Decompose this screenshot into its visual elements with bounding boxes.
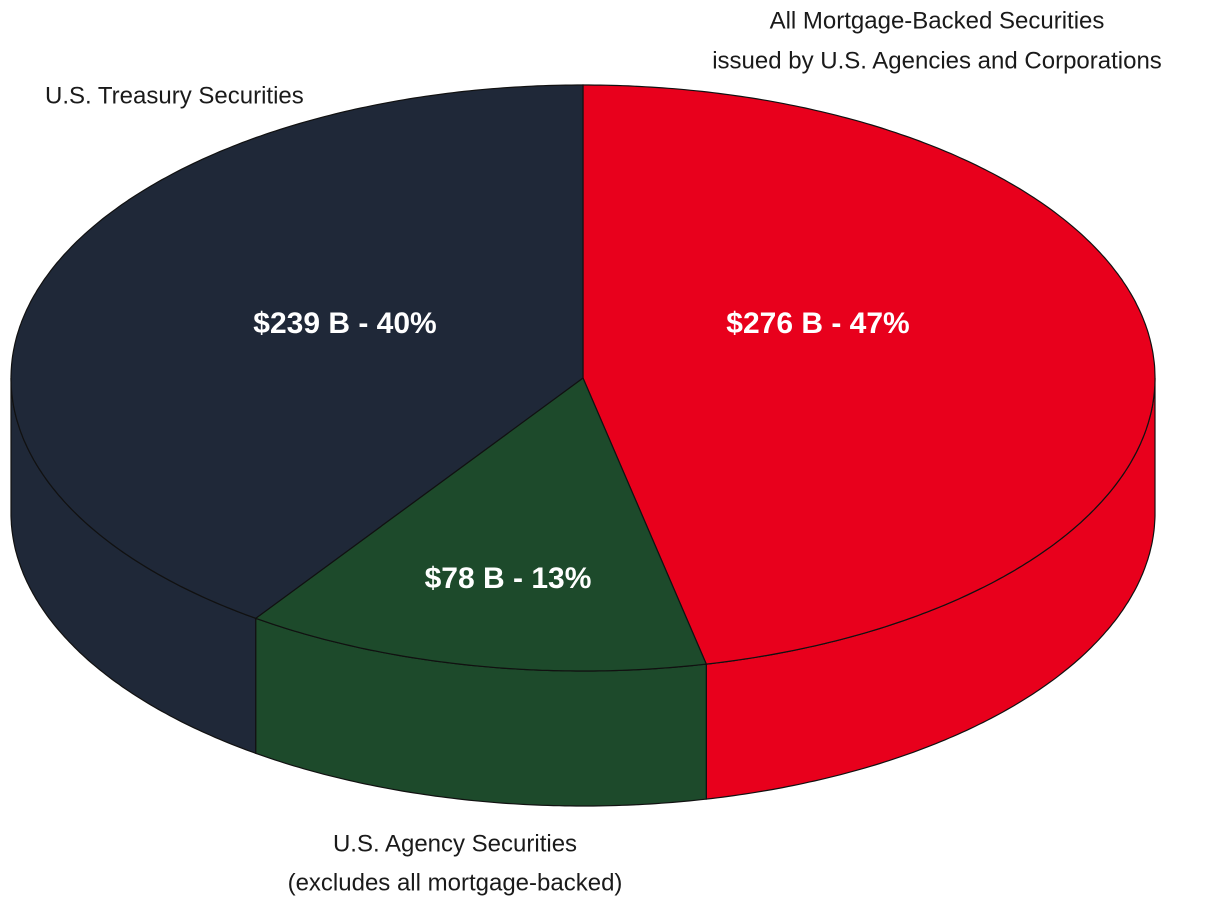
value-label: $78 B - 13%: [425, 562, 592, 595]
category-label: All Mortgage-Backed Securities: [770, 7, 1105, 34]
value-label: $239 B - 40%: [253, 307, 436, 340]
category-label: U.S. Agency Securities: [333, 830, 577, 857]
value-label: $276 B - 47%: [726, 307, 909, 340]
category-label: (excludes all mortgage-backed): [288, 869, 623, 896]
slice: [582, 84, 1156, 665]
category-label: U.S. Treasury Securities: [45, 82, 304, 109]
slice: [254, 377, 708, 672]
category-label: issued by U.S. Agencies and Corporations: [712, 47, 1162, 74]
slice: [10, 84, 584, 619]
